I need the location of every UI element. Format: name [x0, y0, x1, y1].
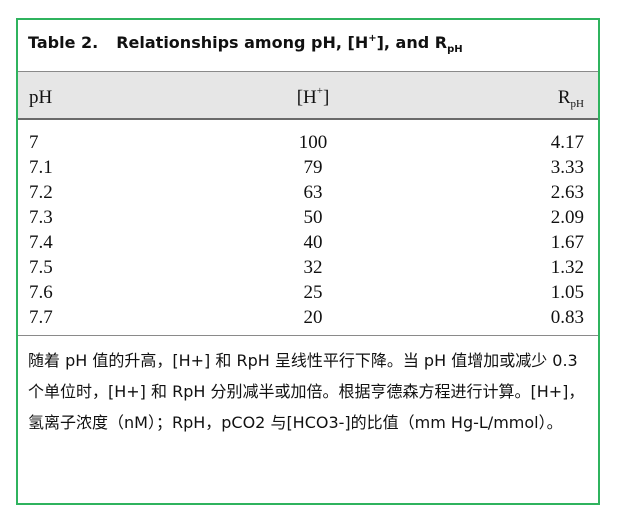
cell-rph: 4.17: [550, 132, 584, 153]
cell-rph: 2.63: [550, 182, 584, 203]
table-title-bar: Table 2. Relationships among pH, [H+], an…: [18, 20, 598, 72]
table-body: 7 100 4.17 7.1 79 3.33 7.2 63 2.63 7.3 5…: [18, 130, 598, 330]
cell-h-ion: 20: [303, 307, 323, 328]
table-title: Table 2. Relationships among pH, [H+], an…: [28, 33, 463, 55]
cell-ph: 7.3: [29, 207, 53, 228]
title-sup: +: [368, 33, 377, 44]
table-number: Table 2.: [28, 33, 99, 52]
table-row: 7.5 32 1.32: [18, 255, 598, 280]
cell-ph: 7.6: [29, 282, 53, 303]
table-header-row: pH [H+] RpH: [18, 72, 598, 120]
cell-rph: 2.09: [550, 207, 584, 228]
header-ph: pH: [29, 87, 53, 108]
header-h-pre: [H: [296, 87, 317, 108]
table-row: 7.3 50 2.09: [18, 205, 598, 230]
cell-h-ion: 25: [303, 282, 323, 303]
cell-h-ion: 79: [303, 157, 323, 178]
header-h-ion: [H+]: [273, 85, 353, 110]
cell-h-ion: 63: [303, 182, 323, 203]
cell-rph: 1.05: [550, 282, 584, 303]
cell-h-ion: 40: [303, 232, 323, 253]
header-r-main: R: [557, 87, 571, 108]
cell-h-ion: 32: [303, 257, 323, 278]
table-row: 7.2 63 2.63: [18, 180, 598, 205]
title-text-mid: ], and R: [376, 33, 448, 52]
table-frame: Table 2. Relationships among pH, [H+], an…: [16, 18, 600, 505]
header-r-sub: pH: [570, 98, 584, 110]
cell-ph: 7.5: [29, 257, 53, 278]
table-row: 7.6 25 1.05: [18, 280, 598, 305]
cell-ph: 7.4: [29, 232, 53, 253]
cell-ph: 7.1: [29, 157, 53, 178]
title-sub: pH: [447, 44, 463, 55]
cell-h-ion: 100: [298, 132, 328, 153]
cell-h-ion: 50: [303, 207, 323, 228]
table-row: 7.7 20 0.83: [18, 305, 598, 330]
header-h-sup: +: [316, 85, 323, 97]
header-rph: RpH: [558, 85, 584, 110]
table-footnote: 随着 pH 值的升高，[H+] 和 RpH 呈线性平行下降。当 pH 值增加或减…: [28, 351, 585, 432]
header-h-post: ]: [322, 87, 330, 108]
cell-rph: 3.33: [550, 157, 584, 178]
cell-ph: 7.7: [29, 307, 53, 328]
table-row: 7.1 79 3.33: [18, 155, 598, 180]
cell-rph: 1.67: [550, 232, 584, 253]
cell-ph: 7.2: [29, 182, 53, 203]
table-footer-divider: [18, 335, 598, 336]
cell-ph: 7: [29, 132, 39, 153]
table-row: 7.4 40 1.67: [18, 230, 598, 255]
cell-rph: 1.32: [550, 257, 584, 278]
table-row: 7 100 4.17: [18, 130, 598, 155]
cell-rph: 0.83: [550, 307, 584, 328]
title-text-main: Relationships among pH, [H: [116, 33, 369, 52]
